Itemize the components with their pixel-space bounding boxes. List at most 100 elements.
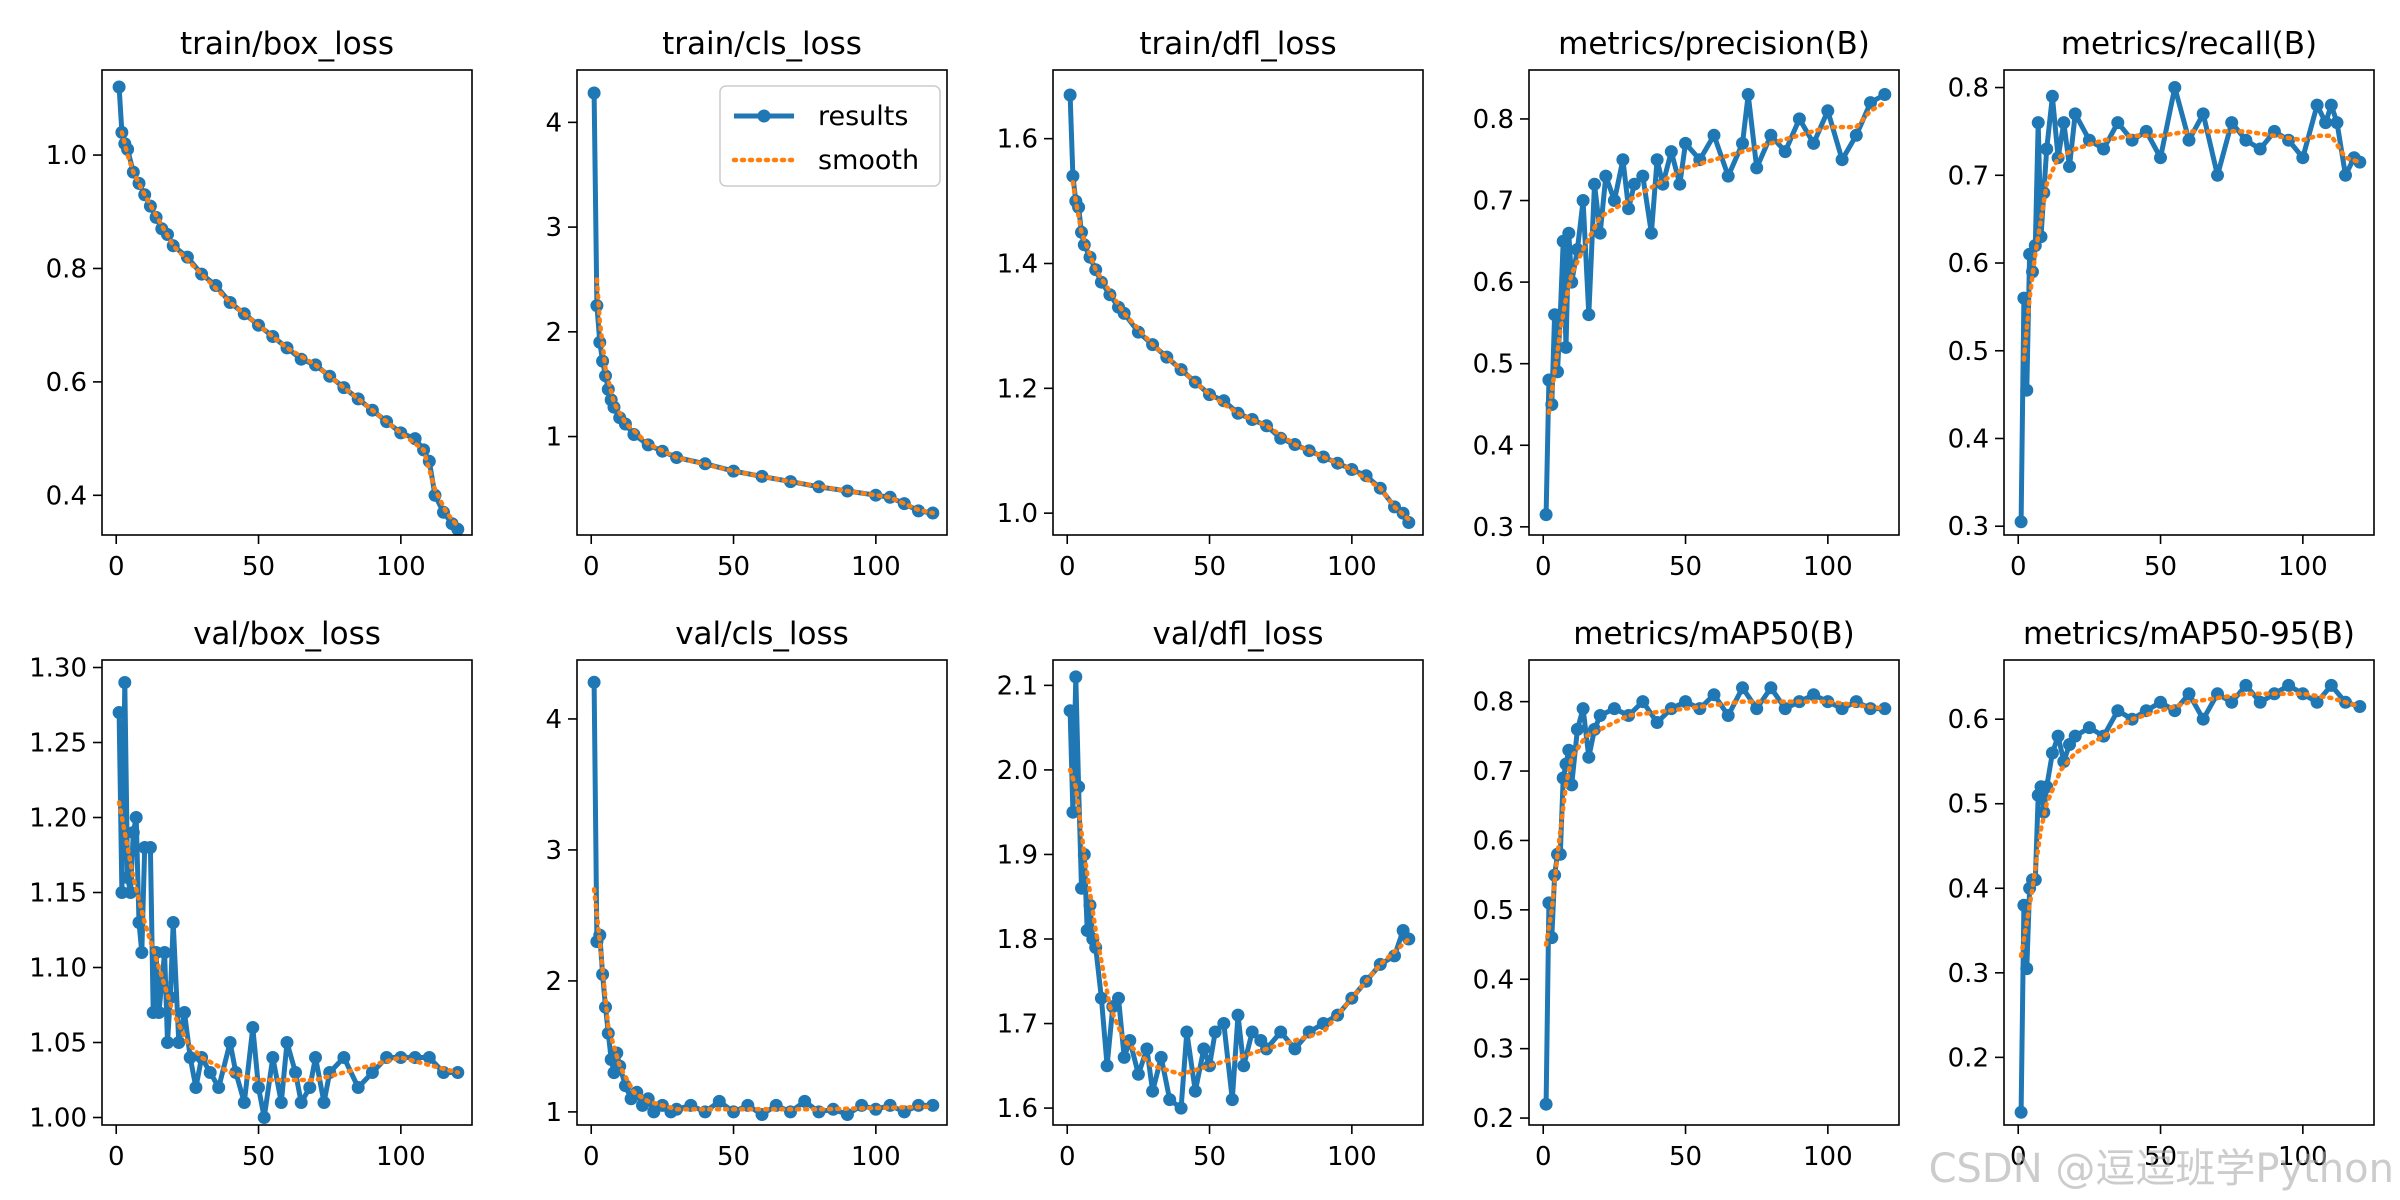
subplot-4: metrics/precision(B) 0 50 100 0.3 0.4 0.5 0.6 0.… [1473,26,1900,582]
results-point [1636,169,1650,183]
y-tick-label: 0.7 [1473,757,1514,787]
results-point [309,1051,322,1064]
subplot-5: metrics/recall(B) 0 50 100 0.3 0.4 0.5 0.6 0.7 0.… [1948,26,2375,582]
results-point [152,1006,166,1019]
results-point [2168,81,2182,94]
results-line [591,682,933,1117]
y-tick-label: 1.10 [29,954,87,984]
results-line [116,86,460,532]
y-tick-label: 1.00 [29,1104,87,1134]
x-tick-label: 100 [1803,1142,1853,1172]
results-point [166,916,180,929]
results-point [2045,89,2059,103]
results-point [124,886,137,899]
results-point [223,1036,237,1049]
results-point [1607,702,1621,716]
results-point [1736,681,1749,695]
smooth-line [1067,767,1412,1077]
results-point [2296,687,2310,701]
results-point [2014,1105,2028,1119]
y-tick-label: 0.6 [1473,268,1514,298]
results-point [1576,194,1590,207]
subplot-title: train/dfl_loss [1139,26,1336,62]
results-point [178,1006,191,1019]
y-tick-label: 4 [545,108,562,138]
results-point [1288,1042,1302,1056]
results-point [1208,1025,1222,1039]
x-tick-label: 0 [108,552,125,582]
smooth-line [116,800,461,1083]
subplot-title: train/cls_loss [662,26,862,62]
watermark-text: CSDN @逗逗班学Python [1928,1146,2394,1192]
subplot-title: metrics/mAP50(B) [1573,616,1854,652]
results-point [2051,729,2065,743]
y-tick-label: 2.1 [997,671,1038,701]
y-tick-label: 1.0 [46,141,87,171]
results-point [1864,96,1877,110]
y-tick-label: 1.30 [29,654,87,684]
results-point [2282,678,2296,692]
results-point [1721,709,1735,722]
results-point [1764,681,1778,695]
results-point [337,1051,351,1064]
y-tick-label: 0.6 [1473,826,1514,856]
results-point [2310,98,2324,112]
y-tick-label: 1.2 [997,374,1038,404]
y-tick-label: 0.3 [1948,512,1989,542]
results-point [1593,709,1607,722]
results-point [112,80,126,94]
results-point [2031,116,2045,130]
results-point [1616,153,1630,167]
y-tick-label: 0.7 [1948,161,1989,191]
results-point [712,1094,726,1108]
results-point [252,1081,265,1094]
x-tick-label: 0 [1059,552,1076,582]
results-point [1778,702,1792,716]
axes-frame [576,659,948,1126]
smooth-line [2018,691,2363,959]
x-tick-label: 50 [717,552,750,582]
results-point [798,1094,812,1108]
y-tick-label: 1.4 [997,249,1038,279]
results-point [2196,107,2210,121]
results-point [237,1096,251,1109]
x-tick-label: 0 [583,1142,600,1172]
x-tick-label: 100 [1327,1142,1377,1172]
y-tick-label: 3 [545,213,562,243]
results-point [172,1036,186,1049]
y-tick-label: 0.4 [1948,424,1989,454]
results-point [158,946,172,959]
y-tick-label: 0.3 [1473,513,1514,543]
y-tick-label: 0.4 [46,481,87,511]
y-tick-label: 0.2 [1948,1043,1989,1073]
results-point [1146,1084,1160,1098]
x-tick-label: 0 [1535,1142,1552,1172]
axes-frame [1528,659,1900,1126]
series-group [1539,88,1892,522]
smooth-line [594,277,936,516]
x-tick-label: 100 [376,1142,426,1172]
legend-smooth-label: smooth [818,145,919,176]
axes-frame [576,69,948,536]
results-point [126,826,140,839]
results-point [1063,88,1077,102]
x-tick-label: 0 [2010,1142,2027,1172]
x-tick-label: 50 [2144,552,2177,582]
subplot-title: metrics/precision(B) [1558,26,1870,62]
results-point [1792,112,1806,126]
subplot-10: metrics/mAP50-95(B) 0 50 100 0.2 0.3 0.4 0.5 0.6 [1948,616,2375,1172]
smooth-line [2021,129,2363,362]
y-tick-label: 0.4 [1948,874,1989,904]
axes-frame [1528,69,1900,536]
y-tick-label: 2.0 [997,756,1038,786]
results-point [112,706,126,719]
results-point [1736,136,1749,150]
results-point [183,1051,197,1064]
results-point [1094,991,1108,1005]
results-point [266,1051,280,1064]
smooth-line [119,130,461,529]
axes-frame [1052,69,1424,536]
axes-frame [2003,69,2375,536]
results-point [2253,142,2267,156]
y-tick-label: 0.8 [46,254,87,284]
